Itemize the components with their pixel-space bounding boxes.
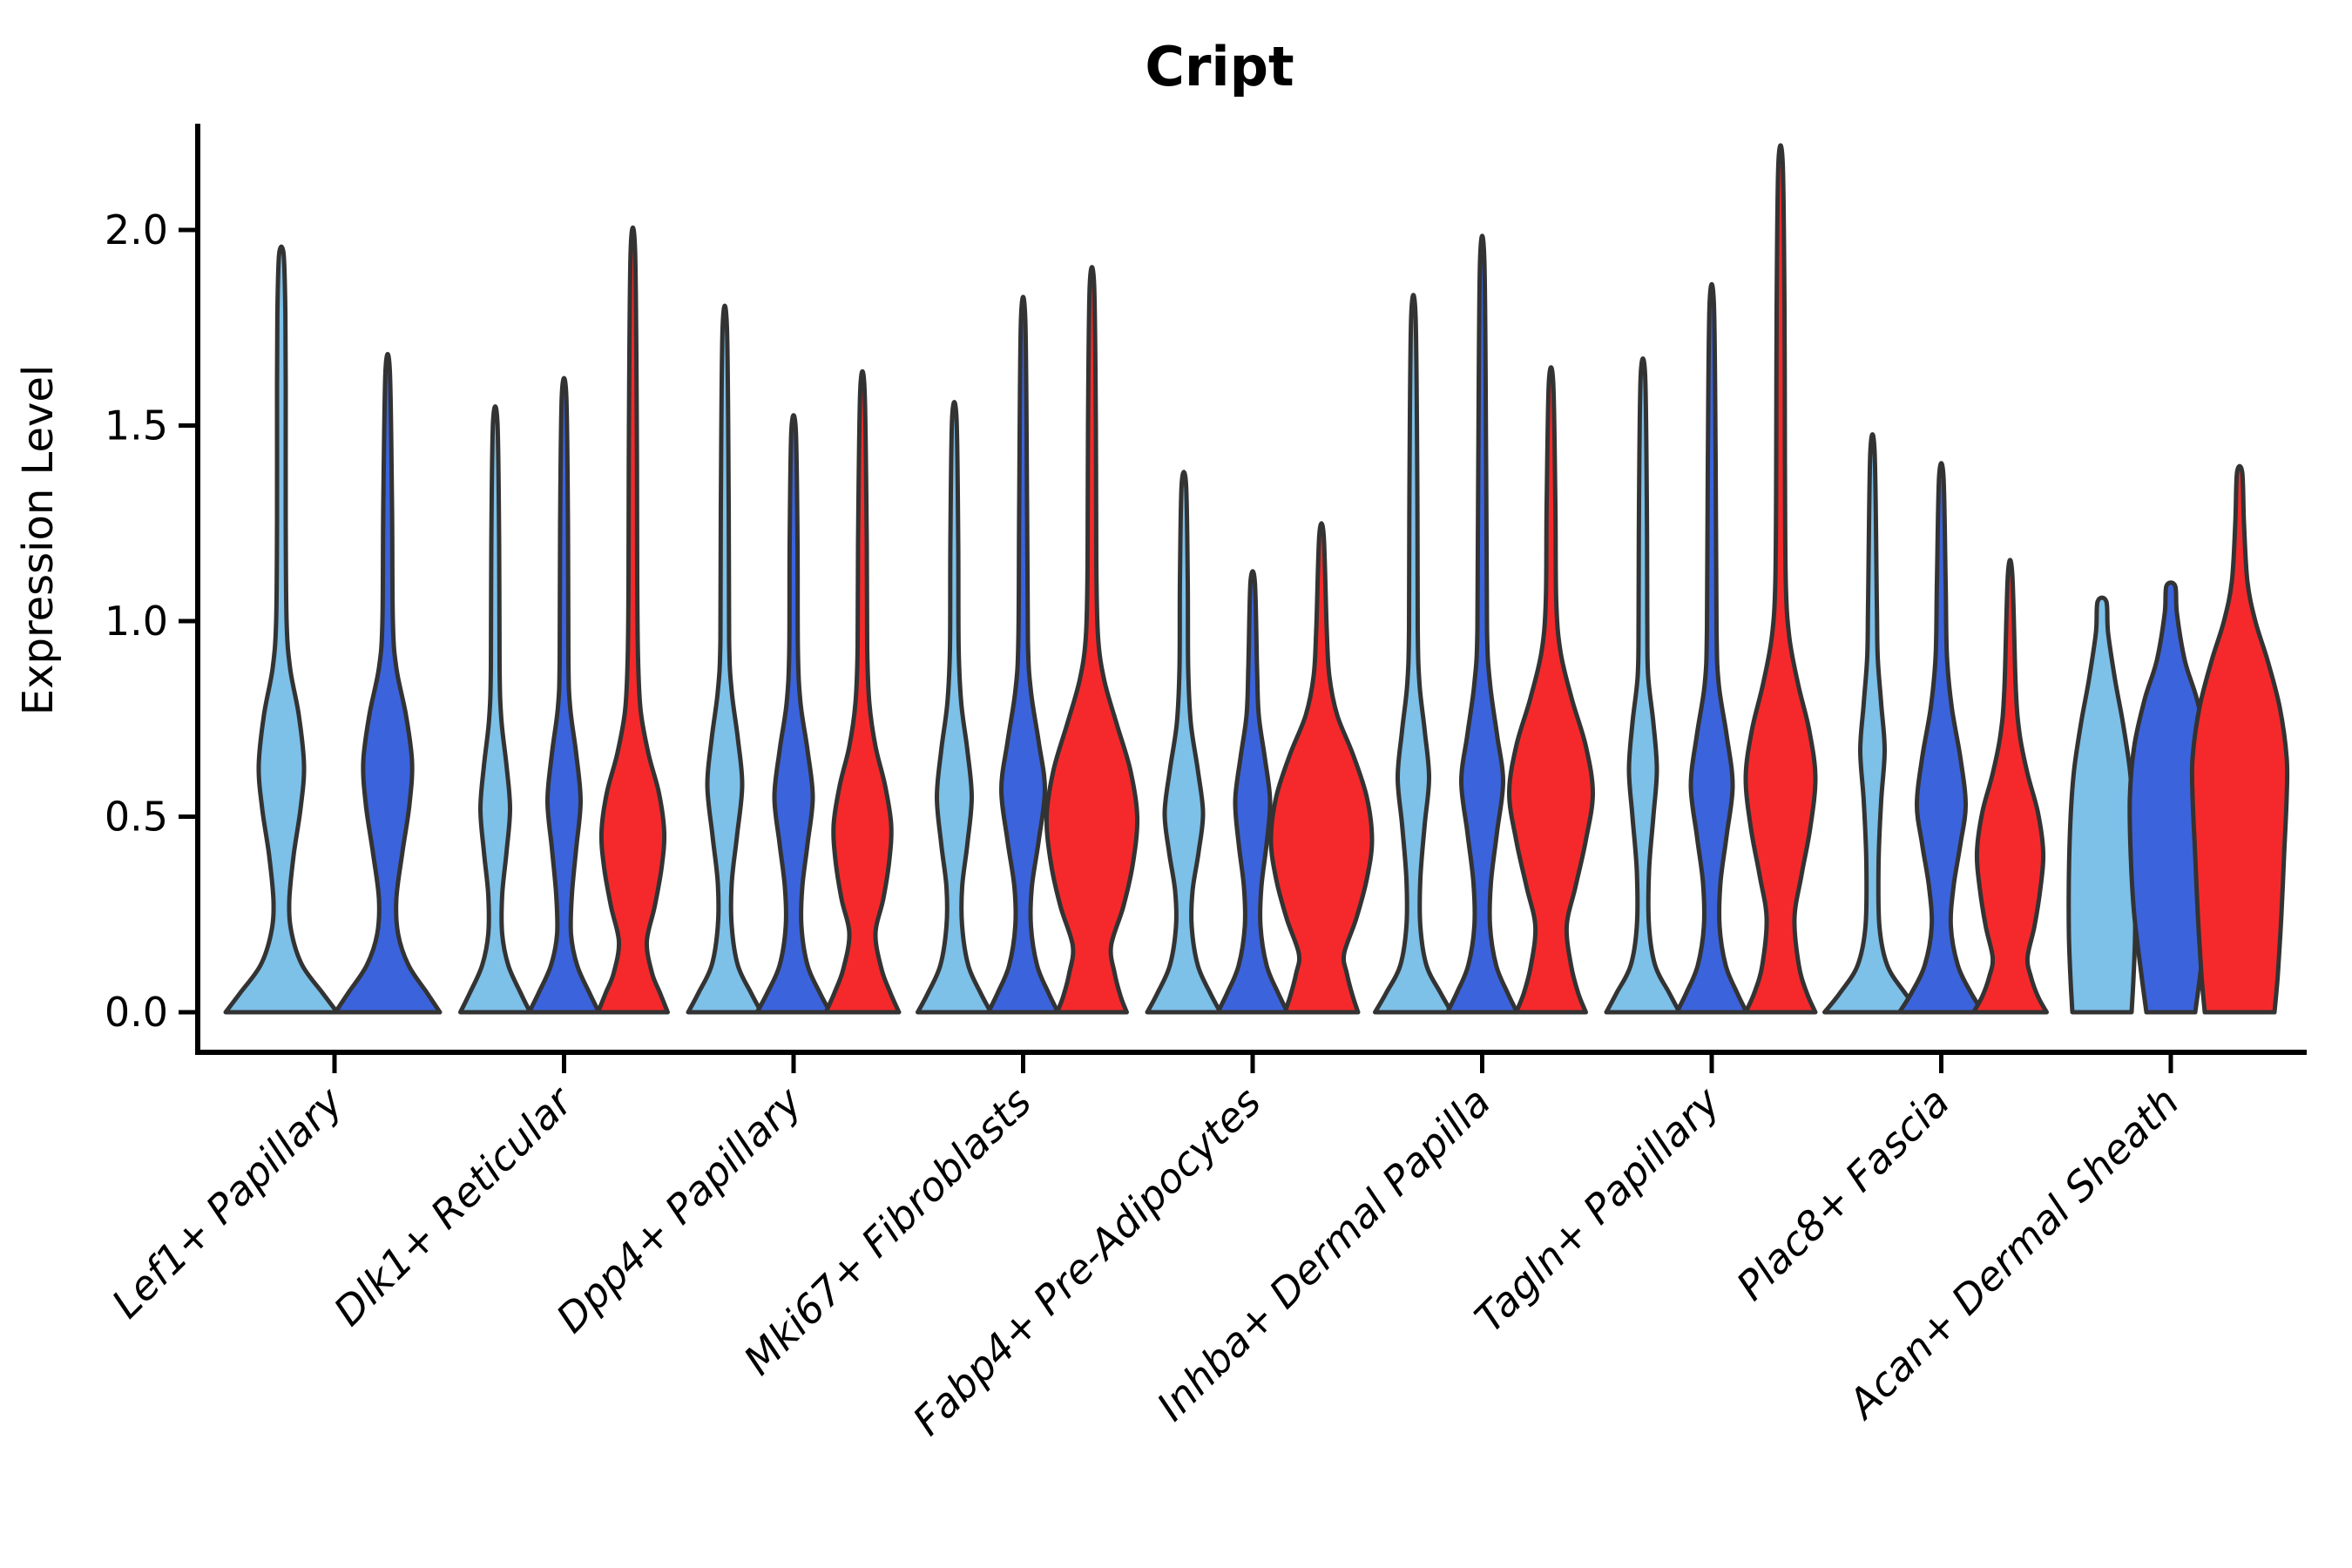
violin-dpp4-papillary-skyblue — [686, 303, 764, 1015]
violin-inhba-dermal-papilla-royalblue — [1445, 233, 1519, 1015]
violin-inhba-dermal-papilla-skyblue — [1373, 293, 1454, 1015]
y-axis-label: Expression Level — [14, 365, 63, 716]
violin-dpp4-papillary-red — [823, 368, 902, 1015]
y-tick-label: 0.5 — [105, 794, 168, 841]
x-tick-label: Lef1+ Papillary — [103, 1078, 352, 1327]
violin-plac8-fascia-royalblue — [1897, 461, 1985, 1015]
violin-plac8-fascia-red — [1971, 558, 2049, 1015]
x-tick-label: Dlk1+ Reticular — [325, 1076, 584, 1335]
violin-fabp4-pre-adipocytes-red — [1268, 521, 1375, 1015]
x-tick-label: Tagln+ Papillary — [1465, 1078, 1729, 1342]
violin-acan-dermal-sheath-red — [2189, 463, 2290, 1015]
violins-layer — [223, 143, 2290, 1015]
violin-lef1-papillary-royalblue — [333, 352, 443, 1015]
violin-plac8-fascia-skyblue — [1822, 432, 1923, 1015]
violin-acan-dermal-sheath-skyblue — [2066, 595, 2138, 1015]
violin-lef1-papillary-skyblue — [223, 244, 340, 1015]
x-tick-label: Dpp4+ Papillary — [547, 1078, 811, 1342]
violin-mki67-fibroblasts-skyblue — [916, 400, 993, 1015]
y-tick-label: 1.0 — [105, 598, 168, 645]
violin-dlk1-reticular-royalblue — [527, 375, 601, 1015]
violin-fabp4-pre-adipocytes-skyblue — [1145, 470, 1223, 1015]
violin-mki67-fibroblasts-red — [1044, 265, 1140, 1015]
violin-dlk1-reticular-red — [596, 226, 670, 1015]
violin-dpp4-papillary-royalblue — [754, 413, 833, 1015]
y-tick-label: 1.5 — [105, 402, 168, 449]
violin-inhba-dermal-papilla-red — [1507, 365, 1595, 1015]
violin-fabp4-pre-adipocytes-royalblue — [1215, 569, 1290, 1015]
violin-mki67-fibroblasts-royalblue — [986, 294, 1060, 1015]
violin-dlk1-reticular-skyblue — [458, 404, 532, 1015]
x-tick-label: Plac8+ Fascia — [1727, 1078, 1958, 1309]
violin-tagln-papillary-red — [1743, 143, 1818, 1015]
violin-tagln-papillary-royalblue — [1674, 282, 1749, 1015]
violin-tagln-papillary-skyblue — [1604, 356, 1682, 1015]
y-tick-label: 2.0 — [105, 206, 168, 253]
y-tick-label: 0.0 — [105, 989, 168, 1036]
chart-title: Cript — [1145, 35, 1294, 98]
